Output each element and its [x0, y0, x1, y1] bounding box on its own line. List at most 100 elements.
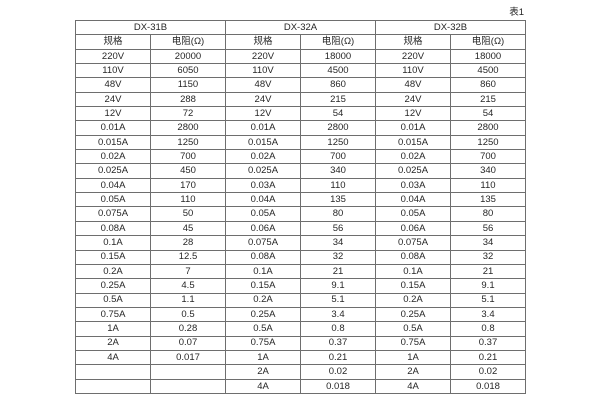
resistance-cell: 5.1: [450, 292, 526, 308]
resistance-cell: [150, 378, 226, 395]
resistance-cell: 32: [300, 249, 376, 265]
spec-header: 规格: [225, 34, 301, 50]
table-row: 12V 72 12V 54 12V 54: [75, 106, 526, 122]
spec-cell: [75, 378, 151, 395]
resistance-cell: 340: [300, 163, 376, 179]
table-row: 110V 6050 110V 4500 110V 4500: [75, 63, 526, 79]
spec-cell: 0.075A: [375, 235, 451, 251]
resistance-cell: 54: [450, 106, 526, 122]
resistance-cell: 80: [450, 206, 526, 222]
spec-cell: 0.08A: [375, 249, 451, 265]
resistance-table: DX-31B DX-32A DX-32B 规格 电阻(Ω) 规格 电阻(Ω) 规格 电阻(Ω) 2…: [75, 19, 526, 395]
spec-cell: 48V: [75, 77, 151, 93]
resistance-cell: 215: [450, 91, 526, 108]
spec-cell: 1A: [375, 349, 451, 366]
spec-cell: 0.75A: [225, 335, 301, 351]
resistance-cell: 2800: [150, 120, 226, 136]
resistance-cell: 56: [300, 220, 376, 237]
spec-cell: 4A: [75, 349, 151, 366]
resistance-cell: 0.37: [300, 335, 376, 351]
group-title: DX-32B: [375, 19, 526, 36]
resistance-cell: 20000: [150, 48, 226, 65]
resistance-cell: 2800: [450, 120, 526, 136]
resistance-cell: 0.5: [150, 306, 226, 323]
table-row: 0.15A 12.5 0.08A 32 0.08A 32: [75, 249, 526, 265]
spec-cell: 0.1A: [75, 235, 151, 251]
resistance-cell: 5.1: [300, 292, 376, 308]
resistance-cell: 1.1: [150, 292, 226, 308]
spec-cell: 2A: [375, 364, 451, 380]
spec-cell: 0.25A: [225, 306, 301, 323]
spec-cell: 0.075A: [225, 235, 301, 251]
resistance-cell: 215: [300, 91, 376, 108]
resistance-cell: 9.1: [450, 278, 526, 294]
table-row: 0.075A 50 0.05A 80 0.05A 80: [75, 206, 526, 222]
spec-cell: 4A: [225, 378, 301, 395]
spec-cell: 0.5A: [375, 321, 451, 337]
table-row: 1A 0.28 0.5A 0.8 0.5A 0.8: [75, 321, 526, 337]
resistance-header: 电阻(Ω): [450, 34, 526, 50]
spec-cell: 0.04A: [75, 177, 151, 194]
spec-cell: 110V: [75, 63, 151, 79]
spec-cell: 0.02A: [375, 149, 451, 165]
resistance-cell: 7: [150, 263, 226, 280]
resistance-cell: 0.02: [300, 364, 376, 380]
spec-cell: 0.05A: [375, 206, 451, 222]
resistance-cell: 34: [450, 235, 526, 251]
spec-cell: 0.01A: [225, 120, 301, 136]
resistance-cell: 4500: [300, 63, 376, 79]
group-title: DX-31B: [75, 19, 226, 36]
spec-cell: 0.1A: [375, 263, 451, 280]
resistance-cell: [150, 364, 226, 380]
spec-cell: 0.03A: [375, 177, 451, 194]
resistance-cell: 288: [150, 91, 226, 108]
spec-cell: 0.06A: [225, 220, 301, 237]
resistance-cell: 0.02: [450, 364, 526, 380]
resistance-cell: 0.07: [150, 335, 226, 351]
table-row: 0.015A 1250 0.015A 1250 0.015A 1250: [75, 134, 526, 151]
spec-cell: 0.75A: [375, 335, 451, 351]
resistance-cell: 56: [450, 220, 526, 237]
table-row: 0.08A 45 0.06A 56 0.06A 56: [75, 220, 526, 237]
spec-cell: [75, 364, 151, 380]
spec-cell: 0.015A: [375, 134, 451, 151]
resistance-cell: 28: [150, 235, 226, 251]
resistance-cell: 21: [300, 263, 376, 280]
table-row: 24V 288 24V 215 24V 215: [75, 91, 526, 108]
resistance-header: 电阻(Ω): [150, 34, 226, 50]
group-title-row: DX-31B DX-32A DX-32B: [75, 19, 526, 36]
resistance-cell: 3.4: [450, 306, 526, 323]
resistance-cell: 9.1: [300, 278, 376, 294]
table-row: 0.75A 0.5 0.25A 3.4 0.25A 3.4: [75, 306, 526, 323]
spec-cell: 1A: [75, 321, 151, 337]
table-row: 0.04A 170 0.03A 110 0.03A 110: [75, 177, 526, 194]
resistance-cell: 170: [150, 177, 226, 194]
group-title: DX-32A: [225, 19, 376, 36]
spec-cell: 0.01A: [75, 120, 151, 136]
resistance-cell: 21: [450, 263, 526, 280]
spec-cell: 0.025A: [75, 163, 151, 179]
spec-cell: 0.5A: [225, 321, 301, 337]
resistance-cell: 54: [300, 106, 376, 122]
spec-cell: 0.04A: [225, 192, 301, 208]
resistance-cell: 2800: [300, 120, 376, 136]
resistance-cell: 860: [300, 77, 376, 93]
table-row: 220V 20000 220V 18000 220V 18000: [75, 48, 526, 65]
resistance-cell: 1250: [450, 134, 526, 151]
spec-cell: 0.02A: [225, 149, 301, 165]
spec-cell: 24V: [225, 91, 301, 108]
spec-cell: 2A: [225, 364, 301, 380]
spec-cell: 4A: [375, 378, 451, 395]
spec-cell: 220V: [225, 48, 301, 65]
table-row: 0.05A 110 0.04A 135 0.04A 135: [75, 192, 526, 208]
resistance-cell: 1150: [150, 77, 226, 93]
spec-cell: 220V: [375, 48, 451, 65]
column-header-row: 规格 电阻(Ω) 规格 电阻(Ω) 规格 电阻(Ω): [75, 34, 526, 50]
table-row: 0.5A 1.1 0.2A 5.1 0.2A 5.1: [75, 292, 526, 308]
spec-cell: 0.04A: [375, 192, 451, 208]
table-row: 2A 0.02 2A 0.02: [75, 364, 526, 380]
table-row: 0.02A 700 0.02A 700 0.02A 700: [75, 149, 526, 165]
spec-cell: 220V: [75, 48, 151, 65]
spec-cell: 0.25A: [75, 278, 151, 294]
